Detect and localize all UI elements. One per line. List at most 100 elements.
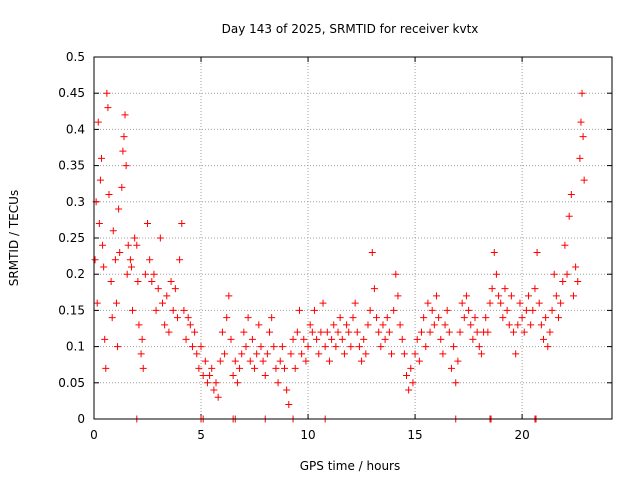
data-point — [561, 241, 569, 249]
data-point — [437, 335, 445, 343]
y-tick-label: 0.4 — [66, 122, 85, 136]
data-point — [477, 350, 485, 358]
data-point — [578, 89, 586, 97]
data-point — [447, 364, 455, 372]
grid — [94, 57, 612, 419]
data-point — [111, 256, 119, 264]
data-point — [105, 191, 113, 199]
data-point — [257, 343, 265, 351]
data-point — [488, 285, 496, 293]
data-point — [428, 306, 436, 314]
data-point — [124, 241, 132, 249]
data-point — [492, 270, 500, 278]
y-axis-label: SRMTID / TECUs — [7, 190, 21, 286]
data-point — [137, 350, 145, 358]
data-point — [321, 343, 329, 351]
data-point — [182, 335, 190, 343]
data-point — [195, 364, 203, 372]
plot-frame — [93, 56, 613, 420]
data-point — [131, 234, 139, 242]
y-tick-label: 0.5 — [66, 50, 85, 64]
data-point — [400, 350, 408, 358]
data-point — [118, 183, 126, 191]
data-point — [242, 343, 250, 351]
data-point — [486, 299, 494, 307]
data-point — [432, 292, 440, 300]
y-tick-label: 0.2 — [66, 267, 85, 281]
x-tick-label: 20 — [514, 428, 529, 442]
data-point — [156, 234, 164, 242]
data-point — [114, 343, 122, 351]
data-point — [266, 328, 274, 336]
data-point — [533, 248, 541, 256]
data-point — [574, 277, 582, 285]
data-point — [452, 379, 460, 387]
data-point — [565, 212, 573, 220]
data-point — [407, 364, 415, 372]
data-point — [120, 133, 128, 141]
data-point — [334, 328, 342, 336]
data-point — [313, 335, 321, 343]
data-point — [246, 357, 254, 365]
y-tick-label: 0.25 — [58, 231, 85, 245]
data-point — [197, 343, 205, 351]
data-point — [163, 292, 171, 300]
data-point — [405, 386, 413, 394]
data-point — [259, 357, 267, 365]
data-points — [91, 89, 588, 423]
data-point — [415, 357, 423, 365]
data-point — [152, 306, 160, 314]
data-point — [499, 314, 507, 322]
data-point — [325, 357, 333, 365]
data-point — [188, 343, 196, 351]
data-point — [522, 306, 530, 314]
data-point — [319, 299, 327, 307]
data-point — [208, 364, 216, 372]
data-point — [141, 270, 149, 278]
data-point — [345, 328, 353, 336]
data-point — [298, 350, 306, 358]
y-tick-label: 0.05 — [58, 376, 85, 390]
data-point — [295, 306, 303, 314]
data-point — [430, 321, 438, 329]
data-point — [460, 314, 468, 322]
data-point — [165, 328, 173, 336]
data-point — [572, 263, 580, 271]
data-point — [119, 147, 127, 155]
data-point — [178, 220, 186, 228]
data-point — [315, 350, 323, 358]
data-point — [216, 357, 224, 365]
y-tick-label: 0 — [77, 412, 85, 426]
data-point — [516, 299, 524, 307]
data-point — [366, 306, 374, 314]
data-point — [507, 292, 515, 300]
data-point — [343, 321, 351, 329]
data-point — [236, 364, 244, 372]
data-point — [563, 270, 571, 278]
data-point — [148, 277, 156, 285]
data-point — [450, 343, 458, 351]
data-point — [134, 277, 142, 285]
data-point — [210, 386, 218, 394]
data-point — [501, 285, 509, 293]
data-point — [108, 314, 116, 322]
data-point — [554, 314, 562, 322]
y-tick-label: 0.45 — [58, 86, 85, 100]
data-point — [184, 314, 192, 322]
data-point — [353, 328, 361, 336]
data-point — [154, 285, 162, 293]
data-point — [310, 306, 318, 314]
data-point — [278, 343, 286, 351]
data-point — [362, 350, 370, 358]
data-point — [527, 321, 535, 329]
data-point — [540, 335, 548, 343]
data-point — [330, 321, 338, 329]
data-point — [355, 343, 363, 351]
data-point — [576, 154, 584, 162]
data-point — [529, 306, 537, 314]
data-point — [201, 357, 209, 365]
x-tick-label: 10 — [300, 428, 315, 442]
data-point — [253, 350, 261, 358]
data-point — [95, 220, 103, 228]
